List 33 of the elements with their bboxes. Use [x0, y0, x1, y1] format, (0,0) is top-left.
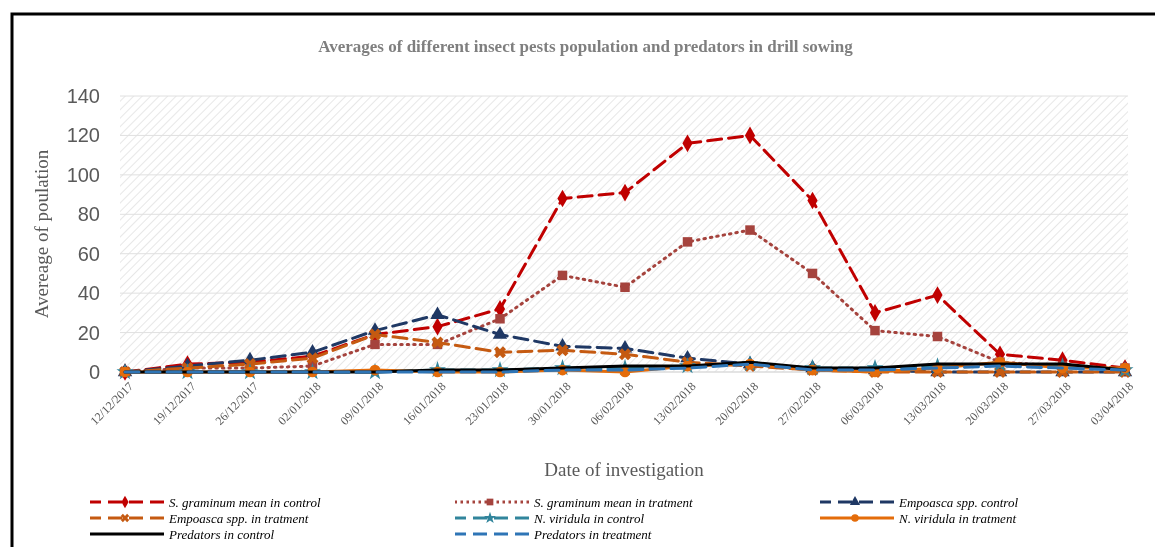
y-tick-label: 40 — [77, 282, 100, 305]
chart-title: Averages of different insect pests population and predators in drill sowing — [318, 37, 854, 56]
point — [370, 339, 380, 350]
legend-label: Empoasca spp. in tratment — [168, 510, 309, 526]
y-tick-label: 120 — [66, 124, 100, 147]
x-axis-title: Date of investigation — [544, 459, 705, 480]
point — [306, 352, 319, 365]
legend-label: S. graminum mean in tratment — [534, 494, 693, 510]
legend-label: Empoasca spp. control — [898, 494, 1019, 510]
point — [932, 331, 943, 342]
point — [494, 346, 506, 359]
point — [807, 268, 818, 279]
y-tick-label: 140 — [66, 85, 100, 107]
y-tick-label: 80 — [77, 203, 100, 226]
legend-label: S. graminum mean in control — [169, 494, 321, 510]
legend-label: N. viridula in tratment — [898, 510, 1017, 526]
point — [557, 270, 568, 281]
point — [495, 314, 505, 324]
legend-label: N. viridula in control — [533, 510, 645, 526]
point — [620, 282, 630, 292]
point — [556, 344, 569, 357]
point — [745, 225, 755, 235]
point — [682, 237, 693, 247]
legend-label: Predators in treatment — [533, 526, 652, 542]
legend-label: Predators in control — [168, 526, 275, 542]
y-tick-label: 20 — [77, 321, 100, 344]
y-tick-label: 0 — [88, 361, 100, 383]
point — [619, 348, 631, 361]
y-axis-title: Avereage of poulation — [31, 149, 52, 319]
y-tick-label: 100 — [66, 163, 100, 186]
y-tick-label: 60 — [77, 242, 100, 265]
point — [492, 326, 508, 339]
point — [870, 325, 880, 336]
